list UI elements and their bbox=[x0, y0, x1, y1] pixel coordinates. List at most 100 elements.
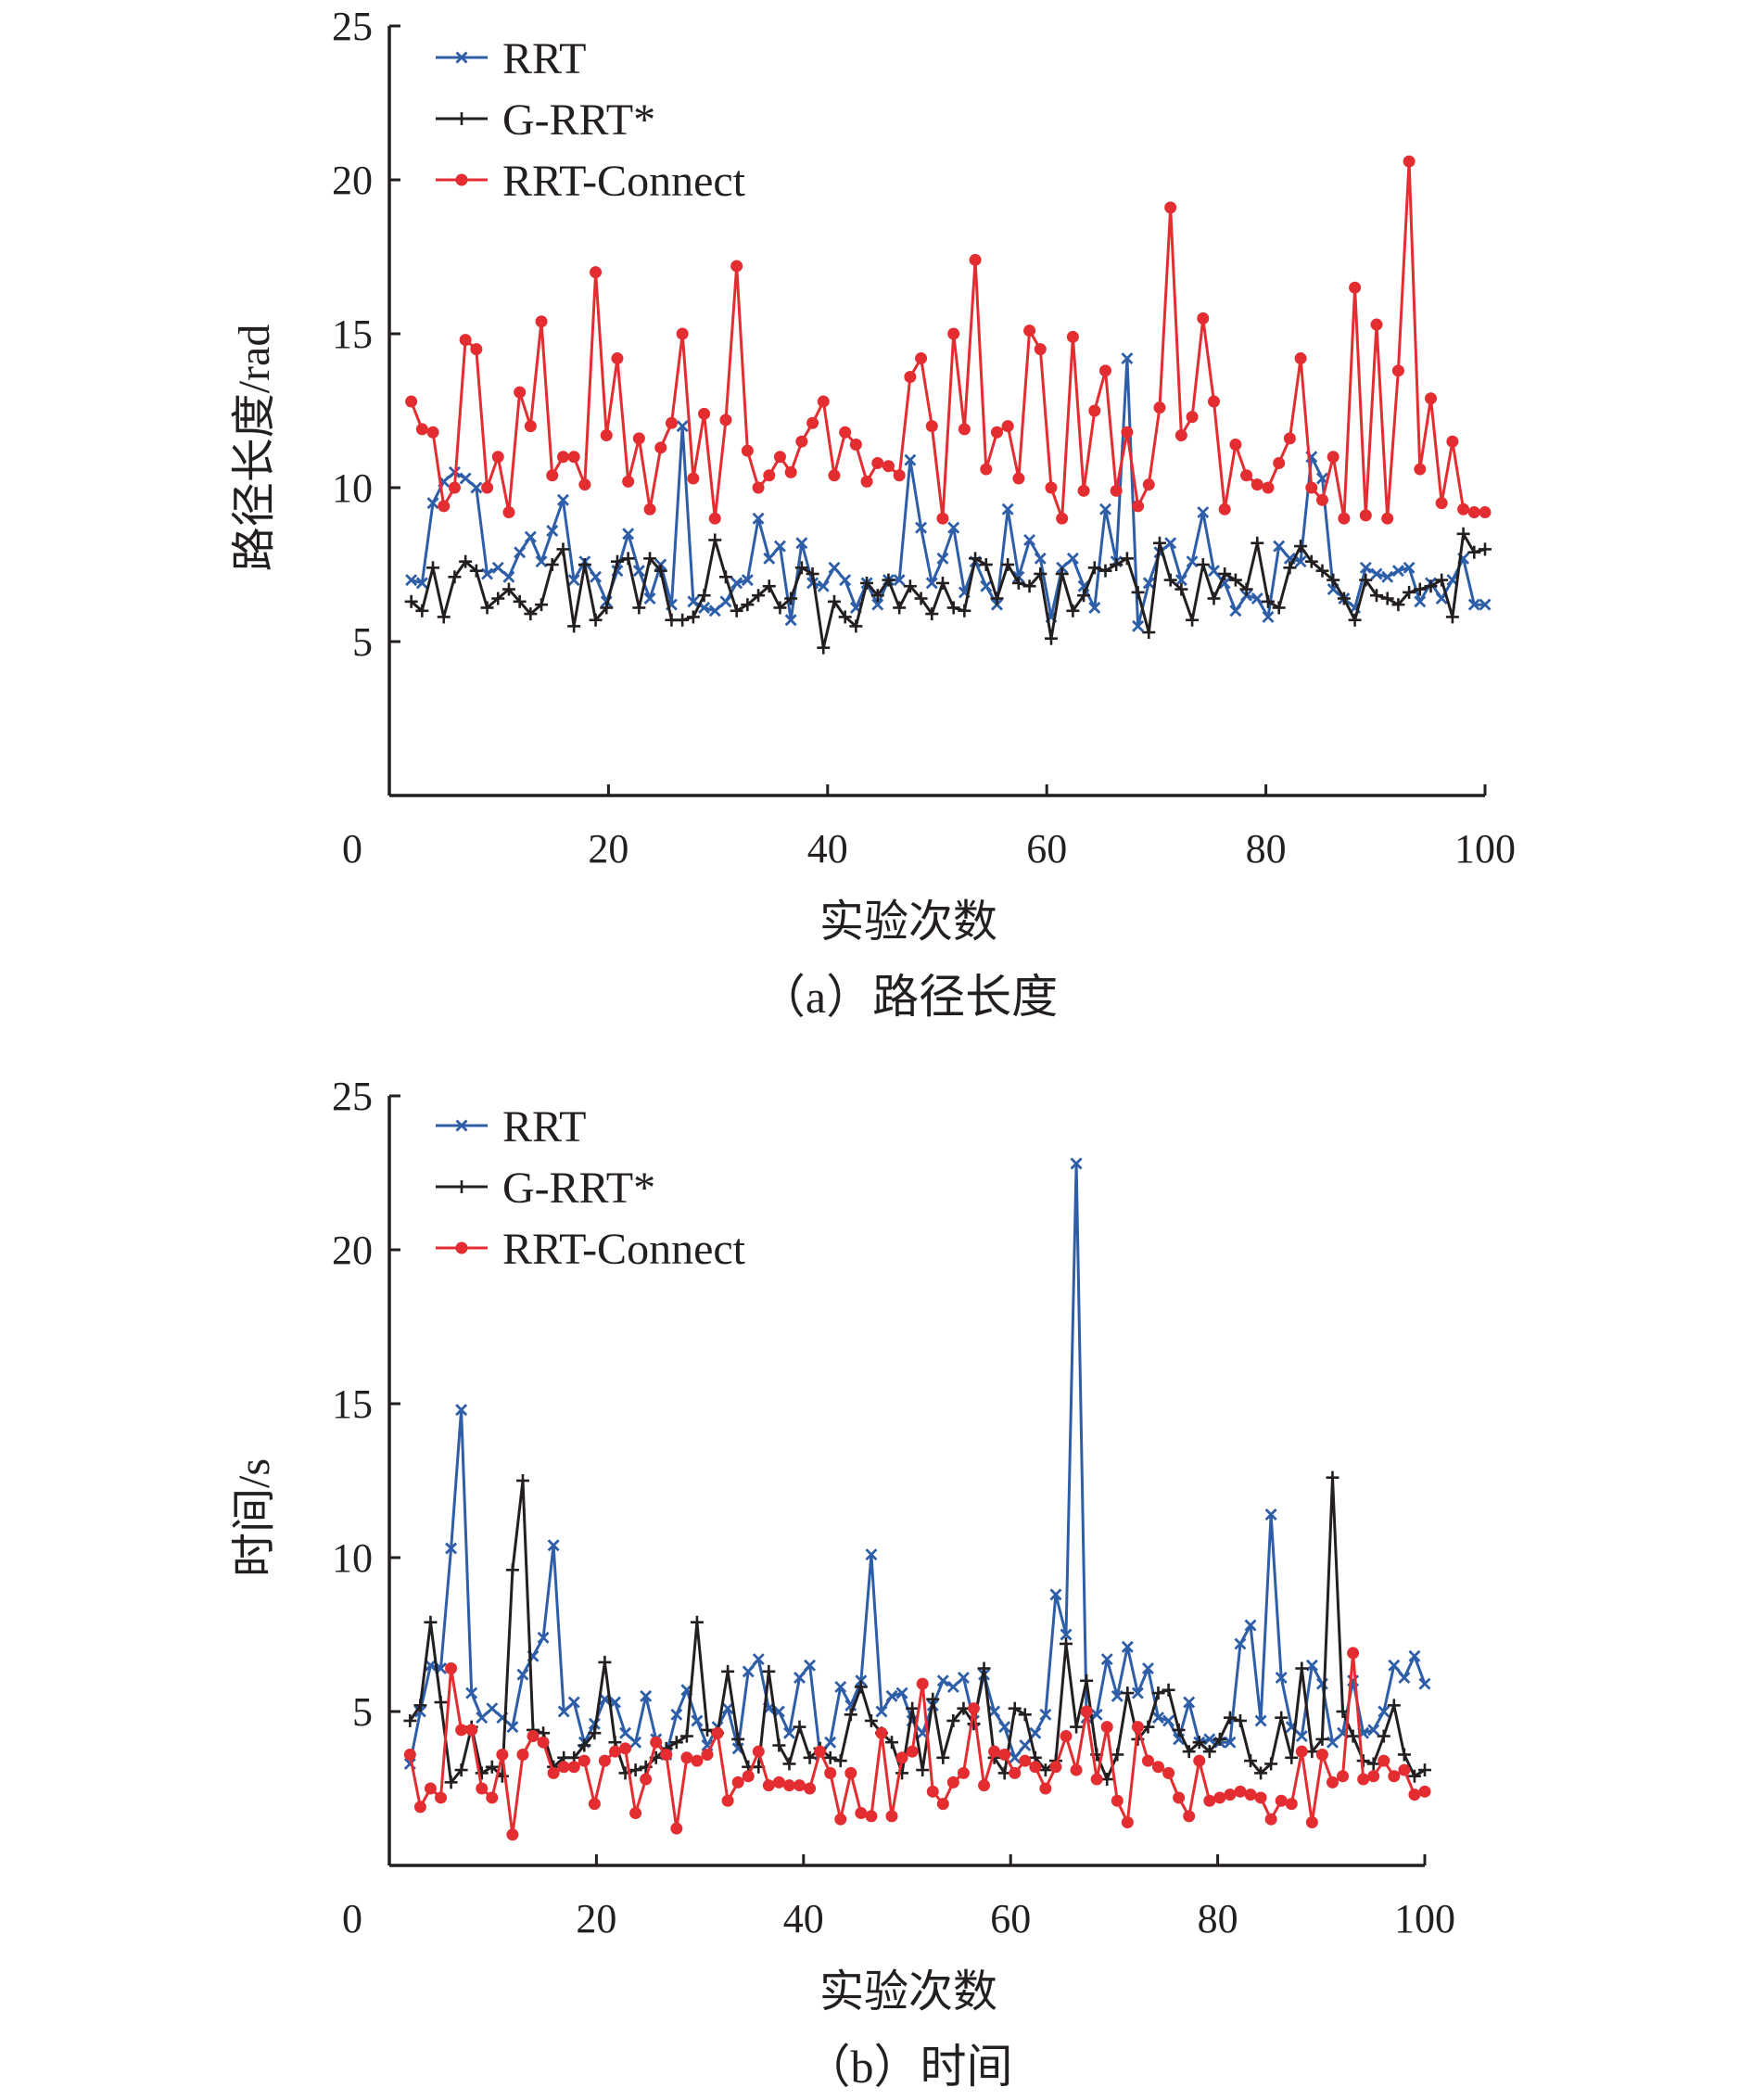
data-point bbox=[1414, 595, 1427, 608]
legend-item: RRT-Connect bbox=[436, 1225, 746, 1274]
data-point bbox=[1049, 1588, 1062, 1601]
data-point bbox=[969, 552, 983, 566]
data-point bbox=[537, 1736, 550, 1749]
data-point bbox=[1070, 1157, 1083, 1170]
legend-label: RRT-Connect bbox=[502, 157, 746, 206]
legend-label: RRT bbox=[502, 1102, 586, 1152]
data-point bbox=[752, 512, 765, 525]
data-point bbox=[588, 1726, 602, 1740]
data-point bbox=[1262, 481, 1275, 494]
data-point bbox=[871, 598, 884, 611]
legend-label: RRT-Connect bbox=[502, 1225, 746, 1274]
data-point bbox=[1275, 1794, 1288, 1807]
data-point bbox=[600, 429, 613, 442]
data-point bbox=[1240, 469, 1253, 482]
y-tick-label: 20 bbox=[332, 1228, 373, 1273]
data-point bbox=[795, 537, 808, 550]
data-point bbox=[1196, 558, 1210, 571]
data-point bbox=[998, 1748, 1011, 1761]
data-point bbox=[1397, 1748, 1411, 1762]
data-point bbox=[1172, 1723, 1186, 1737]
data-point bbox=[1087, 561, 1101, 575]
data-point bbox=[1174, 574, 1187, 587]
data-point bbox=[691, 1754, 704, 1767]
data-point bbox=[491, 592, 505, 605]
data-point bbox=[1152, 1761, 1165, 1774]
data-point bbox=[610, 554, 624, 568]
data-point bbox=[980, 463, 993, 476]
data-point bbox=[784, 592, 798, 605]
data-point bbox=[1377, 1754, 1390, 1767]
axes: 5 10 15 20 25 0 20 40 60 80 100 bbox=[332, 1074, 1455, 1941]
data-point bbox=[978, 1779, 991, 1792]
data-point bbox=[828, 469, 841, 482]
data-point bbox=[1403, 585, 1416, 599]
data-point bbox=[967, 1702, 980, 1715]
data-point bbox=[834, 1680, 847, 1693]
data-point bbox=[611, 352, 624, 365]
data-point bbox=[1183, 1810, 1196, 1823]
data-point bbox=[546, 469, 559, 482]
data-point bbox=[1066, 552, 1079, 565]
data-point bbox=[1315, 1732, 1329, 1746]
data-point bbox=[1244, 1788, 1257, 1801]
series-g-rrt- bbox=[404, 527, 1492, 655]
data-point bbox=[415, 577, 428, 590]
data-point bbox=[1391, 565, 1404, 578]
data-point bbox=[860, 475, 873, 488]
series-rrt bbox=[405, 352, 1492, 632]
data-point bbox=[773, 540, 786, 553]
data-point bbox=[640, 1689, 653, 1702]
data-point bbox=[619, 1742, 632, 1755]
data-point bbox=[506, 1828, 519, 1841]
data-point bbox=[1380, 592, 1394, 605]
data-point bbox=[524, 420, 537, 433]
data-point bbox=[1294, 352, 1307, 365]
data-point bbox=[480, 601, 494, 615]
data-point bbox=[772, 1775, 785, 1788]
data-point bbox=[501, 582, 515, 596]
data-point bbox=[1111, 1794, 1124, 1807]
data-point bbox=[828, 561, 841, 574]
data-point bbox=[834, 1813, 847, 1826]
data-point bbox=[885, 1810, 898, 1823]
legend-item: G-RRT* bbox=[436, 1164, 655, 1213]
data-point bbox=[1424, 579, 1438, 593]
data-point bbox=[1029, 1726, 1042, 1739]
data-point bbox=[1223, 1711, 1237, 1725]
data-point bbox=[1467, 506, 1480, 519]
data-point bbox=[990, 592, 1004, 605]
data-point bbox=[1110, 558, 1124, 571]
data-point bbox=[1479, 542, 1492, 556]
data-point bbox=[556, 493, 569, 506]
data-point bbox=[904, 453, 917, 466]
data-point bbox=[988, 1705, 1001, 1718]
data-point bbox=[470, 481, 483, 494]
data-point bbox=[1012, 472, 1025, 485]
data-point bbox=[708, 512, 721, 525]
series-rrt-connect bbox=[403, 1647, 1431, 1841]
figure-caption: （b）时间 bbox=[805, 2041, 1013, 2093]
data-point bbox=[1398, 1671, 1411, 1684]
data-point bbox=[1080, 1705, 1093, 1718]
data-point bbox=[824, 1736, 837, 1749]
data-point bbox=[1285, 1798, 1298, 1811]
data-point bbox=[936, 552, 949, 565]
data-point bbox=[763, 469, 776, 482]
data-point bbox=[1424, 392, 1437, 405]
data-point bbox=[506, 1721, 519, 1734]
data-point bbox=[1066, 330, 1079, 343]
data-point bbox=[914, 592, 928, 605]
data-point bbox=[1164, 201, 1177, 214]
legend-label: RRT bbox=[502, 34, 586, 83]
data-point bbox=[1132, 619, 1145, 632]
data-point bbox=[1418, 1785, 1431, 1798]
data-point bbox=[1034, 343, 1047, 356]
data-point bbox=[665, 416, 678, 429]
data-point bbox=[1142, 626, 1156, 640]
data-point bbox=[1348, 613, 1362, 627]
data-point bbox=[654, 441, 667, 454]
data-point bbox=[629, 1807, 642, 1820]
data-point bbox=[763, 552, 776, 565]
data-point bbox=[1315, 1748, 1328, 1761]
